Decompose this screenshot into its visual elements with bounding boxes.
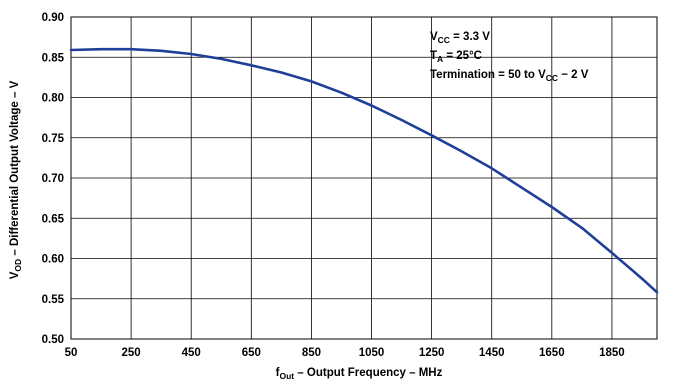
series-line bbox=[69, 47, 659, 294]
annotation-vcc: VCC = 3.3 V bbox=[430, 31, 490, 45]
y-tick-label: 0.85 bbox=[42, 52, 65, 64]
x-axis-ticks: 50 250 450 650 850 1050 1250 1450 1650 1850 bbox=[65, 347, 625, 359]
y-axis-label: VOD – Differential Output Voltage – V bbox=[9, 80, 23, 279]
y-tick-label: 0.70 bbox=[42, 173, 64, 185]
y-tick-label: 0.65 bbox=[42, 213, 65, 225]
x-tick-label: 450 bbox=[182, 347, 201, 359]
x-tick-label: 650 bbox=[242, 347, 261, 359]
annotation-termination: Termination = 50 to VCC − 2 V bbox=[430, 69, 589, 83]
plot-frame bbox=[70, 16, 658, 340]
y-tick-label: 0.60 bbox=[42, 254, 64, 266]
x-tick-label: 850 bbox=[302, 347, 321, 359]
y-tick-label: 0.50 bbox=[42, 334, 64, 346]
y-tick-label: 0.75 bbox=[42, 133, 65, 145]
x-tick-label: 1650 bbox=[539, 347, 565, 359]
x-tick-label: 1250 bbox=[419, 347, 445, 359]
y-axis-ticks: 0.50 0.55 0.60 0.65 0.70 0.75 0.80 0.85 0.90 bbox=[42, 12, 65, 346]
x-tick-label: 1450 bbox=[479, 347, 505, 359]
x-axis-label: fOut – Output Frequency – MHz bbox=[276, 367, 443, 381]
series-layer bbox=[69, 47, 659, 294]
y-tick-label: 0.90 bbox=[42, 12, 64, 24]
y-tick-label: 0.55 bbox=[42, 294, 65, 306]
x-tick-label: 1050 bbox=[359, 347, 385, 359]
x-tick-label: 50 bbox=[65, 347, 78, 359]
y-tick-label: 0.80 bbox=[42, 93, 64, 105]
x-tick-label: 1850 bbox=[599, 347, 625, 359]
annotation-ta: TA = 25°C bbox=[430, 50, 482, 64]
grid bbox=[70, 16, 657, 340]
x-tick-label: 250 bbox=[122, 347, 141, 359]
annotation-block: VCC = 3.3 V TA = 25°C Termination = 50 t… bbox=[430, 31, 589, 83]
